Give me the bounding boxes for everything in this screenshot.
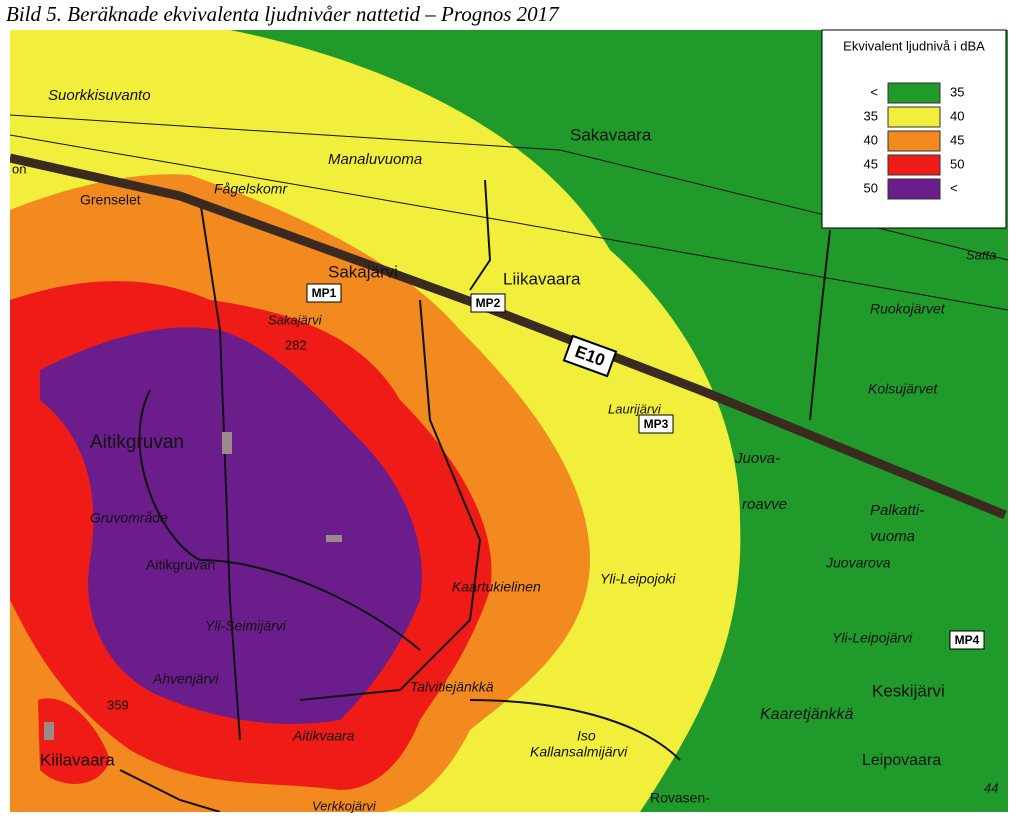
place-label: Talvitiejänkkä bbox=[410, 679, 494, 695]
place-label: Fågelskomr bbox=[214, 181, 288, 197]
place-label: Juovarova bbox=[825, 555, 891, 571]
legend-from: 35 bbox=[864, 108, 878, 123]
mine-buildings bbox=[44, 432, 342, 740]
legend-swatch bbox=[887, 130, 941, 152]
legend-to: 50 bbox=[950, 156, 964, 171]
place-labels: Suorkkisuvanto Sakavaara Manaluvuoma Fågels… bbox=[12, 87, 998, 813]
legend-swatch bbox=[887, 154, 941, 176]
place-label: Kiilavaara bbox=[40, 750, 115, 769]
title: Bild 5. Beräknade ekvivalenta ljudnivåer… bbox=[6, 2, 559, 26]
legend-swatch bbox=[887, 106, 941, 128]
place-label: Ruokojärvet bbox=[870, 301, 946, 317]
place-label: Palkatti- bbox=[870, 502, 924, 519]
measure-points: MP1 MP2 MP3 MP4 bbox=[306, 283, 985, 650]
legend-swatch bbox=[887, 178, 941, 200]
place-label: Verkkojärvi bbox=[312, 798, 377, 813]
place-label: on bbox=[12, 161, 26, 176]
roads bbox=[119, 179, 831, 812]
place-label: Manaluvuoma bbox=[328, 151, 422, 168]
place-label: Ahvenjärvi bbox=[152, 671, 219, 687]
place-label: Yli-Leipojoki bbox=[600, 571, 676, 587]
place-label: Kolsujärvet bbox=[868, 381, 938, 397]
place-label: Gruvområde bbox=[90, 510, 168, 526]
zone-45-50 bbox=[38, 698, 110, 784]
legend-from: 45 bbox=[864, 156, 878, 171]
legend-swatch bbox=[887, 82, 941, 104]
measure-point-label: MP2 bbox=[476, 296, 501, 310]
measure-point-box bbox=[470, 293, 506, 313]
place-label: Grenselet bbox=[80, 192, 141, 208]
place-label: Sakajärvi bbox=[328, 262, 398, 281]
place-label: Laurijärvi bbox=[608, 401, 662, 416]
place-label: Liikavaara bbox=[503, 269, 581, 288]
road-shield: E10 bbox=[562, 334, 618, 378]
place-label: Suorkkisuvanto bbox=[48, 87, 151, 104]
legend-from: 40 bbox=[864, 132, 878, 147]
measure-point-box bbox=[949, 630, 985, 650]
place-label: Kallansalmijärvi bbox=[530, 744, 628, 760]
place-label: Keskijärvi bbox=[872, 681, 945, 700]
measure-point-box bbox=[638, 414, 674, 434]
measure-point-label: MP3 bbox=[644, 417, 669, 431]
legend-to: 35 bbox=[950, 84, 964, 99]
place-label: Sakajärvi bbox=[268, 312, 323, 327]
legend-title: Ekvivalent ljudnivå i dBA bbox=[843, 38, 985, 53]
place-label: Iso bbox=[577, 728, 596, 744]
legend: Ekvivalent ljudnivå i dBA <35 35 40 40 45 45 5… bbox=[821, 29, 1007, 229]
legend-to: 40 bbox=[950, 108, 964, 123]
place-label: 359 bbox=[107, 697, 129, 712]
legend-to: < bbox=[950, 180, 958, 195]
measure-point-box bbox=[306, 283, 342, 303]
place-label: Sakavaara bbox=[570, 125, 652, 144]
legend-from: 50 bbox=[864, 180, 878, 195]
place-label: Yli-Leipojärvi bbox=[832, 630, 913, 646]
place-label: Aitikgruvan bbox=[90, 432, 184, 453]
place-label: vuoma bbox=[870, 528, 915, 545]
place-label: Aitikgruvan bbox=[146, 557, 215, 573]
measure-point-label: MP1 bbox=[312, 286, 337, 300]
place-label: Kaaretjänkkä bbox=[760, 706, 853, 723]
legend-from: < bbox=[870, 84, 878, 99]
place-label: Leipovaara bbox=[862, 752, 941, 769]
measure-point-label: MP4 bbox=[955, 633, 980, 647]
place-label: Yli-Seimijärvi bbox=[205, 618, 287, 634]
place-label: Rovasen- bbox=[650, 790, 710, 806]
place-label: 282 bbox=[285, 337, 307, 352]
place-label: Kaartukielinen bbox=[452, 579, 541, 595]
place-label: 44 bbox=[984, 780, 998, 795]
place-label: Satta bbox=[966, 247, 996, 262]
place-label: Aitikvaara bbox=[292, 728, 355, 744]
zone-50-plus bbox=[40, 327, 422, 724]
place-label: roavve bbox=[742, 496, 787, 513]
legend-to: 45 bbox=[950, 132, 964, 147]
place-label: Juova- bbox=[734, 450, 780, 467]
